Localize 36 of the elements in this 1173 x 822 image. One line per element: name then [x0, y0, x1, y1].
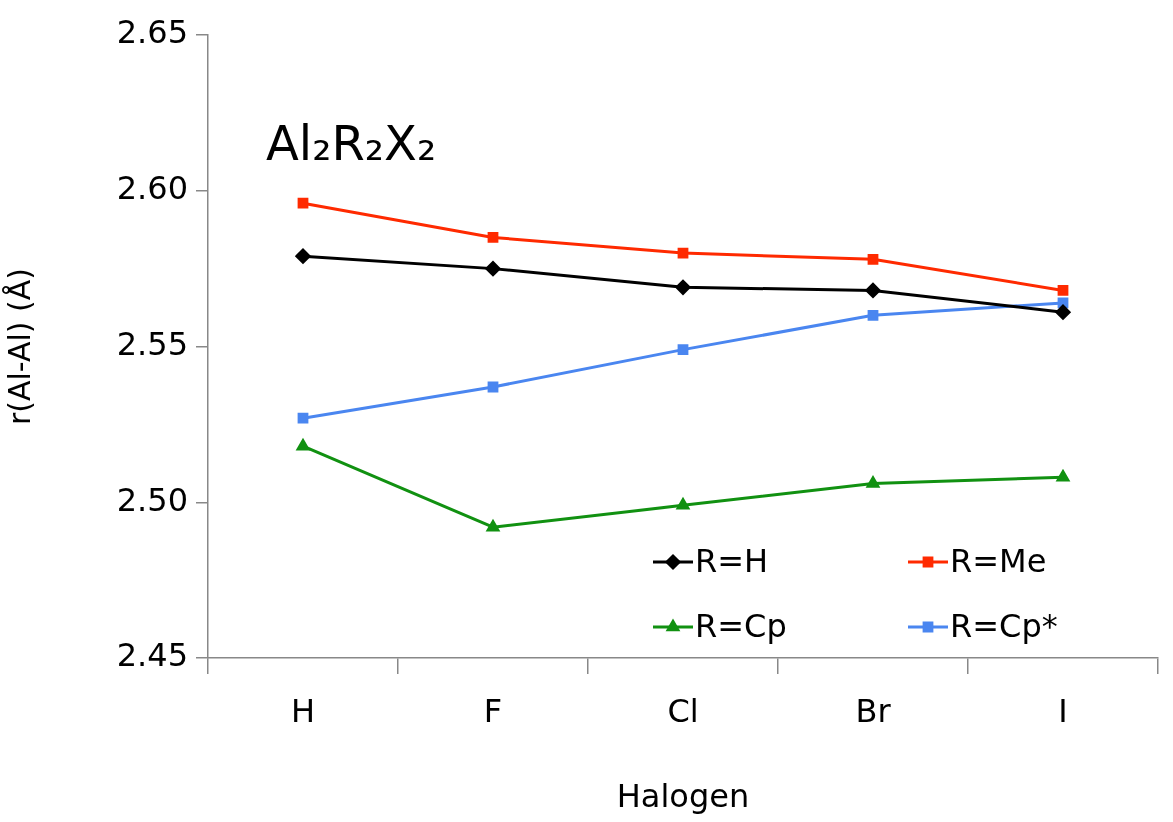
- point: [1055, 304, 1071, 320]
- point: [867, 253, 879, 265]
- point: [676, 498, 690, 510]
- point: [296, 439, 310, 451]
- point: [487, 381, 499, 393]
- x-tick-label: Cl: [667, 691, 699, 730]
- point: [1057, 285, 1069, 296]
- legend-label: R=Cp: [695, 607, 787, 646]
- y-tick-label: 2.55: [116, 324, 188, 363]
- point: [485, 261, 501, 277]
- point: [295, 248, 311, 264]
- point: [297, 412, 309, 424]
- point: [675, 279, 691, 295]
- point: [1056, 470, 1070, 482]
- point: [486, 520, 500, 532]
- y-tick-label: 2.65: [116, 13, 188, 52]
- x-tick-label: H: [290, 691, 316, 730]
- x-tick-label: Br: [855, 691, 892, 730]
- y-tick-label: 2.45: [116, 636, 188, 675]
- point: [865, 282, 881, 298]
- y-tick-label: 2.60: [116, 169, 188, 208]
- legend-label: R=Cp*: [950, 607, 1058, 646]
- point: [297, 197, 309, 209]
- point: [677, 344, 689, 355]
- point: [866, 476, 880, 488]
- y-tick-label: 2.50: [116, 480, 188, 519]
- x-tick-label: I: [1058, 691, 1068, 730]
- y-axis-title: r(Al-Al) (Å): [1, 267, 37, 426]
- x-axis-title: Halogen: [616, 777, 750, 816]
- point: [677, 247, 689, 259]
- text: Al₂R₂X₂: [266, 115, 437, 171]
- point: [487, 232, 499, 243]
- point: [867, 309, 879, 321]
- legend-label: R=Me: [950, 542, 1047, 581]
- legend-label: R=H: [695, 542, 769, 581]
- x-tick-label: F: [483, 691, 503, 730]
